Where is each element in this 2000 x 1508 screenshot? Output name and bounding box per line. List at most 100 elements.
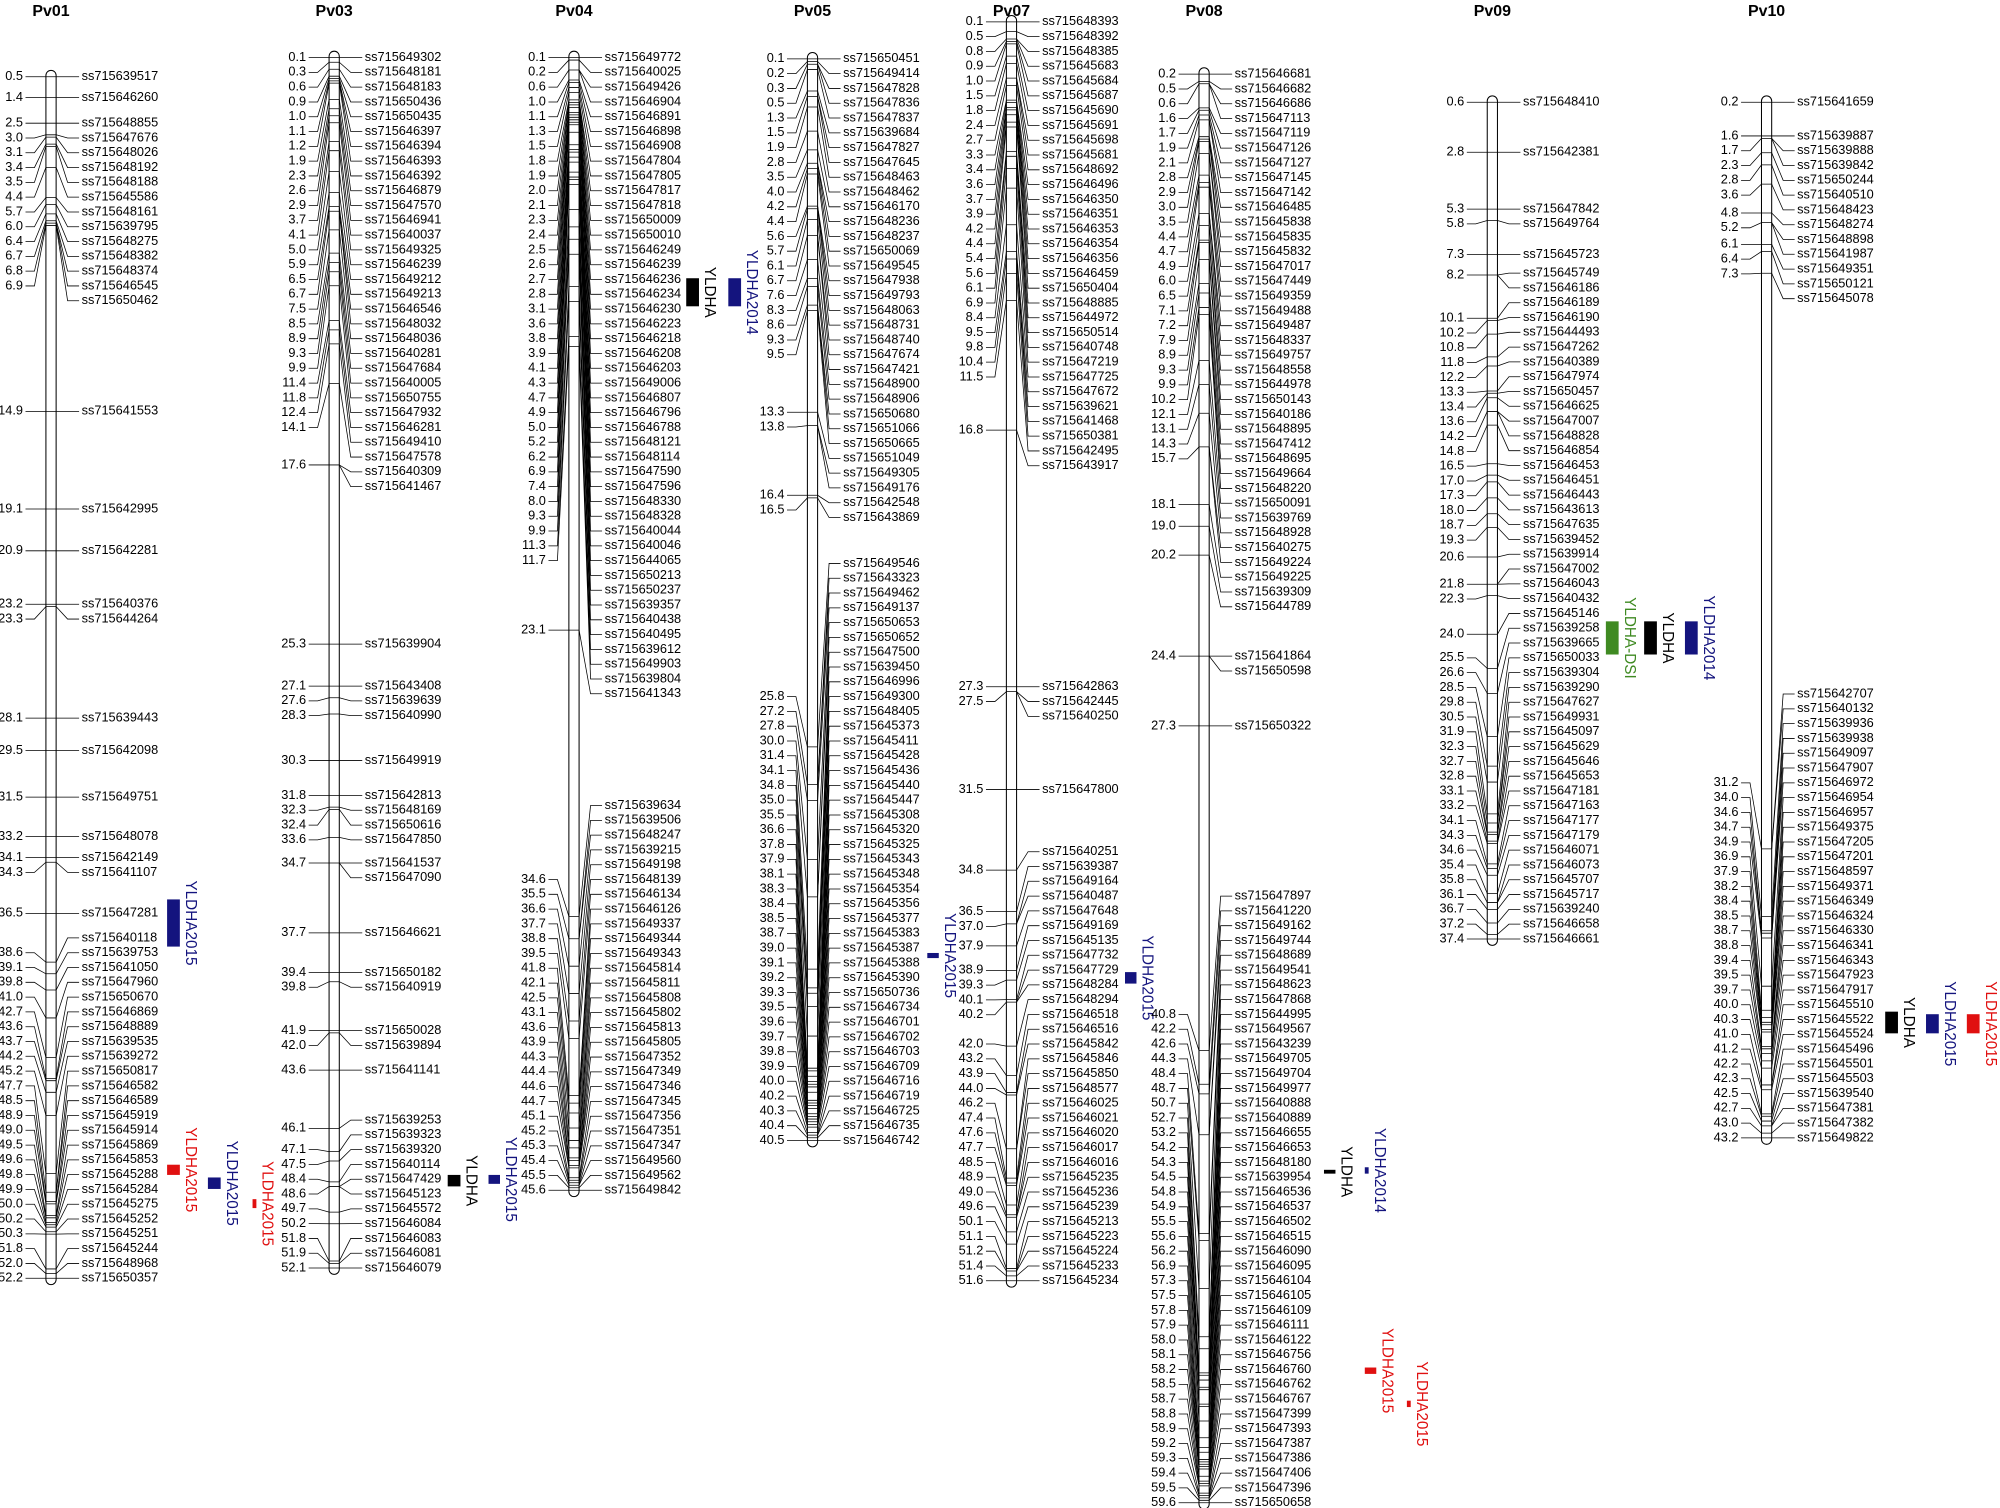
marker-connector [338, 76, 363, 103]
position-connector [985, 55, 1017, 97]
position-connector [786, 304, 818, 341]
marker-label: ss715641107 [82, 864, 158, 879]
chromosome-title: Pv10 [1748, 3, 1785, 20]
position-connector [786, 873, 818, 1077]
chromosome: Pv070.10.50.80.91.01.51.82.42.73.33.43.6… [959, 3, 1156, 1288]
marker-label: ss715645808 [605, 989, 682, 1004]
position-connector [548, 1056, 580, 1159]
marker-connector [817, 168, 841, 252]
position-connector [786, 425, 818, 428]
marker-label: ss715648328 [605, 508, 682, 523]
position-connector [786, 755, 818, 898]
marker-label: ss715647356 [605, 1108, 682, 1123]
position-connector [786, 725, 818, 801]
position-label: 22.3 [1439, 590, 1464, 605]
marker-connector [578, 99, 603, 177]
position-connector [786, 95, 818, 134]
marker-connector [1208, 1280, 1233, 1462]
marker-label: ss715645440 [843, 777, 920, 792]
marker-connector [1016, 866, 1040, 912]
position-connector [1466, 390, 1498, 393]
position-label: 39.3 [760, 984, 785, 999]
marker-label: ss715640748 [1042, 339, 1119, 354]
marker-connector [1771, 138, 1795, 166]
position-label: 48.7 [1151, 1080, 1176, 1095]
position-label: 39.8 [760, 1043, 785, 1058]
position-label: 6.0 [5, 218, 23, 233]
marker-connector [817, 90, 841, 134]
position-label: 6.5 [288, 271, 306, 286]
marker-connector [817, 208, 841, 311]
marker-connector [817, 163, 841, 222]
marker-label: ss715647590 [605, 463, 682, 478]
marker-connector [817, 173, 841, 267]
marker-label: ss715639258 [1523, 620, 1600, 635]
marker-label: ss715647429 [365, 1171, 442, 1186]
position-connector [786, 162, 818, 193]
position-label: 42.5 [521, 989, 546, 1004]
marker-label: ss715647346 [605, 1078, 682, 1093]
position-label: 57.8 [1151, 1302, 1176, 1317]
position-label: 48.4 [281, 1171, 306, 1186]
marker-label: ss715645390 [843, 969, 920, 984]
position-connector [1741, 164, 1772, 181]
position-connector [985, 43, 1017, 82]
marker-label: ss715648374 [82, 263, 159, 278]
position-label: 40.8 [1151, 1006, 1176, 1021]
marker-label: ss715645842 [1042, 1035, 1119, 1050]
marker-label: ss715645348 [843, 866, 920, 881]
marker-label: ss715646655 [1235, 1124, 1312, 1139]
marker-connector [339, 61, 363, 73]
position-label: 31.8 [281, 787, 306, 802]
position-label: 34.1 [0, 849, 23, 864]
marker-connector [338, 271, 363, 384]
marker-label: ss715646341 [1797, 937, 1874, 952]
marker-label: ss715649764 [1523, 215, 1600, 230]
qtl-bar [1323, 1169, 1336, 1174]
position-label: 38.2 [1714, 878, 1739, 893]
marker-label: ss715650755 [365, 389, 442, 404]
marker-connector [1497, 302, 1521, 319]
position-connector [25, 1100, 57, 1193]
marker-connector [578, 864, 603, 994]
marker-connector [338, 122, 363, 221]
marker-label: ss715646518 [1042, 1006, 1119, 1021]
marker-label: ss715639357 [605, 596, 682, 611]
marker-label: ss715648855 [82, 115, 159, 130]
marker-label: ss715640275 [1235, 539, 1312, 554]
marker-label: ss715649426 [605, 79, 682, 94]
marker-label: ss715649560 [605, 1152, 682, 1167]
marker-label: ss715648928 [1235, 524, 1312, 539]
marker-label: ss715648695 [1235, 450, 1312, 465]
position-connector [308, 192, 340, 266]
position-connector [308, 252, 340, 325]
position-connector [786, 992, 818, 1109]
position-label: 39.6 [760, 1013, 785, 1028]
position-label: 36.5 [959, 903, 984, 918]
position-connector [985, 38, 1017, 52]
marker-connector [1208, 136, 1233, 208]
marker-label: ss715640432 [1523, 590, 1600, 605]
marker-connector [578, 1130, 603, 1183]
position-connector [1466, 805, 1498, 844]
position-label: 4.9 [1158, 258, 1176, 273]
position-label: 10.2 [1439, 324, 1464, 339]
position-label: 5.0 [528, 419, 546, 434]
position-connector [1466, 595, 1498, 600]
position-connector [1741, 989, 1772, 1055]
position-label: 39.9 [760, 1058, 785, 1073]
marker-connector [1016, 251, 1040, 393]
marker-connector [1771, 871, 1795, 1025]
position-label: 13.8 [760, 418, 785, 433]
marker-label: ss715649224 [1235, 554, 1312, 569]
marker-label: ss715647732 [1042, 947, 1119, 962]
marker-connector [578, 1175, 603, 1188]
marker-connector [1771, 1093, 1795, 1127]
position-label: 45.1 [521, 1108, 546, 1123]
position-label: 11.5 [960, 368, 984, 383]
marker-label: ss715645320 [843, 821, 920, 836]
position-label: 39.0 [760, 940, 785, 955]
marker-label: ss715650435 [365, 108, 442, 123]
position-connector [25, 1218, 57, 1233]
qtl-label: YLDHA2015 [223, 1141, 240, 1226]
